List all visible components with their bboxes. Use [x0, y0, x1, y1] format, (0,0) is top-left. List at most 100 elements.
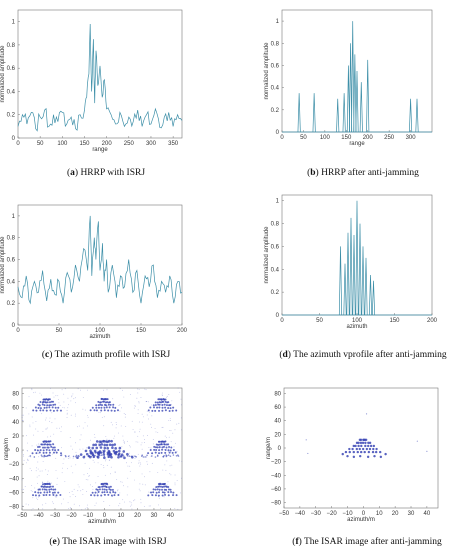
target-point	[160, 451, 163, 454]
target-point	[109, 488, 112, 491]
target-point	[163, 482, 166, 485]
x-tick-label: −30	[311, 511, 322, 517]
noise-point	[35, 428, 37, 430]
noise-point	[181, 460, 183, 462]
noise-point	[109, 490, 111, 492]
target-point	[49, 404, 52, 407]
target-point	[57, 406, 60, 409]
target-point	[153, 445, 156, 448]
y-axis-label: normalized amplitude	[0, 45, 6, 103]
x-tick-label: 40	[424, 511, 431, 517]
target-point	[44, 443, 47, 446]
noise-point	[86, 491, 88, 492]
target-point	[100, 443, 104, 446]
band-point	[177, 455, 180, 457]
target-point	[352, 455, 356, 459]
noise-point	[89, 475, 91, 477]
target-point	[47, 446, 50, 449]
spike	[409, 98, 413, 133]
target-point	[48, 449, 51, 452]
noise-point	[67, 502, 69, 504]
target-point	[164, 400, 167, 403]
noise-point	[62, 406, 64, 408]
noise-point	[179, 391, 181, 393]
noise-point	[117, 489, 119, 491]
band-point	[100, 454, 103, 457]
noise-point	[79, 425, 81, 427]
spike	[336, 98, 340, 133]
target-point	[158, 403, 161, 406]
target-point	[39, 449, 42, 452]
noise-point	[104, 474, 106, 476]
target-point	[89, 409, 92, 412]
target-point	[39, 407, 42, 410]
y-tick-label: 0	[276, 313, 280, 319]
x-tick-label: 150	[79, 141, 90, 147]
noise-point	[163, 496, 165, 498]
target-point	[101, 488, 104, 491]
noise-point	[84, 409, 86, 411]
target-point	[160, 443, 163, 446]
noise-point	[21, 420, 23, 422]
noise-point	[41, 470, 43, 472]
target-point	[161, 488, 164, 491]
noise-point	[151, 415, 153, 417]
target-point	[118, 446, 122, 450]
noise-point	[168, 394, 170, 396]
target-point	[163, 485, 166, 488]
target-point	[52, 488, 55, 491]
target-point	[158, 491, 161, 494]
noise-point	[110, 421, 112, 423]
noise-point	[31, 484, 33, 486]
target-point	[167, 449, 170, 452]
noise-point	[64, 481, 66, 482]
target-point	[105, 404, 108, 407]
band-point	[75, 454, 78, 457]
noise-point	[103, 467, 105, 469]
noise-point	[62, 467, 63, 469]
noise-point	[143, 505, 145, 507]
target-point	[59, 493, 62, 496]
target-point	[167, 491, 170, 494]
target-point	[103, 491, 106, 494]
target-point	[106, 401, 109, 404]
noise-point	[86, 504, 88, 506]
noise-point	[130, 462, 132, 464]
noise-point	[112, 424, 114, 426]
target-point	[113, 409, 116, 412]
caption-label: c	[45, 350, 49, 360]
noise-point	[139, 483, 141, 485]
noise-point	[46, 427, 48, 429]
noise-point	[169, 473, 171, 475]
target-point	[150, 491, 153, 494]
noise-point	[85, 479, 87, 480]
y-tick-label: 0	[12, 323, 16, 329]
x-axis-label: azimuth/m	[347, 517, 375, 523]
caption-label: e	[53, 537, 57, 547]
y-tick-label: 0	[16, 448, 20, 454]
target-point	[358, 447, 361, 451]
noise-point	[112, 398, 114, 400]
spike	[359, 82, 363, 133]
target-point	[55, 494, 58, 497]
noise-point	[71, 395, 73, 397]
target-point	[160, 398, 163, 401]
noise-point	[67, 404, 69, 406]
target-point	[51, 485, 54, 488]
noise-point	[69, 437, 71, 439]
target-point	[102, 453, 106, 456]
x-tick-label: 0	[103, 513, 107, 519]
target-point	[110, 494, 113, 497]
noise-point	[62, 498, 64, 500]
noise-point	[166, 490, 168, 492]
noise-point	[89, 484, 91, 486]
noise-point	[122, 499, 124, 501]
noise-point	[124, 442, 125, 444]
x-tick-label: −30	[50, 513, 61, 519]
target-point	[90, 494, 93, 497]
noise-point	[82, 493, 84, 495]
noise-point	[131, 504, 133, 506]
target-point	[103, 456, 106, 460]
target-point	[147, 452, 150, 455]
noise-point	[102, 389, 104, 391]
